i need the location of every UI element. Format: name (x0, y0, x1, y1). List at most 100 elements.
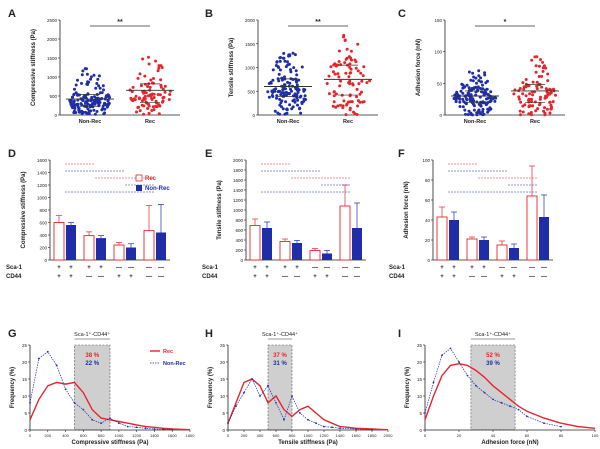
data-point (143, 74, 147, 78)
data-point (72, 104, 76, 108)
data-point (466, 91, 470, 95)
bar-nonrec (539, 217, 549, 260)
data-point (106, 98, 110, 102)
data-point (279, 93, 283, 96)
cd44-marker: + (129, 274, 133, 280)
y-axis-label: Frequency (%) (405, 367, 411, 408)
data-point (336, 104, 340, 108)
data-point-nonrec (55, 364, 58, 367)
x-tick-label: 0 (29, 433, 32, 438)
data-point (291, 105, 295, 109)
y-tick-label: 1500 (47, 56, 58, 61)
data-point (162, 95, 166, 99)
data-point (343, 38, 347, 42)
data-point (362, 100, 366, 104)
data-point (459, 89, 463, 93)
data-point-nonrec (432, 381, 435, 384)
x-tick-label: Rec (145, 119, 155, 125)
data-point (85, 82, 89, 86)
data-point (299, 111, 303, 115)
x-axis-label: Tensile stiffness (Pa) (278, 440, 338, 446)
data-point (537, 64, 541, 68)
data-point (472, 104, 476, 108)
y-tick-label: 1000 (233, 208, 244, 213)
data-point (74, 91, 78, 95)
data-point-nonrec (144, 427, 147, 430)
data-point (159, 64, 163, 68)
data-point (533, 100, 537, 104)
sca1-marker: + (253, 265, 257, 271)
cd44-marker: — (294, 274, 300, 280)
data-point (73, 87, 76, 91)
bar-rec (279, 241, 291, 261)
x-tick-label: Rec (530, 119, 540, 125)
data-point (154, 99, 158, 103)
data-point (89, 77, 92, 81)
y-tick-label: 15 (417, 377, 423, 382)
y-tick-label: 100 (434, 50, 442, 55)
band-label: Sca-1⁺-CD44⁺ (262, 331, 298, 338)
y-tick-label: 80 (425, 178, 431, 183)
data-point (76, 78, 79, 82)
data-point-nonrec (458, 361, 460, 363)
cd44-marker: — (481, 274, 487, 280)
data-point (292, 66, 296, 70)
y-tick-label: 1400 (233, 188, 244, 193)
y-tick-label: 20 (220, 360, 226, 365)
data-point-nonrec (291, 395, 293, 397)
data-point (486, 110, 490, 114)
y-axis-label: Compressive stiffness (Pa) (21, 171, 27, 248)
data-point (348, 62, 352, 66)
y-axis-label: Frequency (%) (208, 367, 214, 408)
y-tick-label: 60 (425, 198, 431, 203)
data-point (337, 49, 341, 53)
data-point (329, 65, 333, 69)
data-point (92, 108, 96, 112)
data-point (282, 83, 286, 87)
data-point (152, 96, 156, 99)
y-tick-label: 600 (235, 228, 243, 233)
data-point (548, 92, 552, 96)
data-point (277, 66, 281, 69)
data-point-nonrec (162, 428, 165, 431)
data-point (336, 72, 340, 76)
y-tick-label: 0 (54, 113, 57, 118)
data-point (489, 99, 493, 103)
data-point-nonrec (29, 401, 31, 404)
y-tick-label: 400 (235, 238, 243, 243)
x-tick-label: 800 (98, 433, 105, 438)
data-point (98, 86, 102, 90)
data-point (539, 95, 542, 99)
y-tick-label: 500 (247, 89, 255, 94)
data-point (466, 113, 470, 117)
data-point (161, 99, 165, 103)
data-point (359, 71, 363, 75)
data-point (280, 105, 283, 109)
data-point (519, 113, 522, 117)
data-point (527, 112, 531, 116)
sca1-marker: + (283, 265, 287, 271)
data-point (544, 87, 548, 91)
x-tick-label: 600 (273, 433, 280, 438)
data-point (86, 99, 90, 103)
y-tick-label: 20 (417, 360, 423, 365)
data-point (270, 94, 274, 97)
data-point-nonrec (37, 357, 40, 360)
data-point (157, 66, 161, 70)
bar-nonrec (479, 240, 489, 260)
data-point (97, 102, 101, 106)
data-point (289, 70, 293, 74)
significance-label: ** (117, 19, 123, 26)
sca1-marker: + (482, 265, 486, 271)
y-tick-label: 5 (222, 411, 225, 416)
data-point (296, 98, 300, 102)
data-point-nonrec (153, 428, 156, 430)
data-point (522, 87, 526, 91)
data-point (73, 107, 77, 110)
x-tick-label: 0 (424, 433, 427, 438)
y-tick-label: 25 (220, 343, 226, 348)
panel-letter-i: I (398, 328, 401, 340)
data-point (92, 73, 96, 77)
data-point (133, 98, 137, 102)
data-point (477, 69, 481, 73)
